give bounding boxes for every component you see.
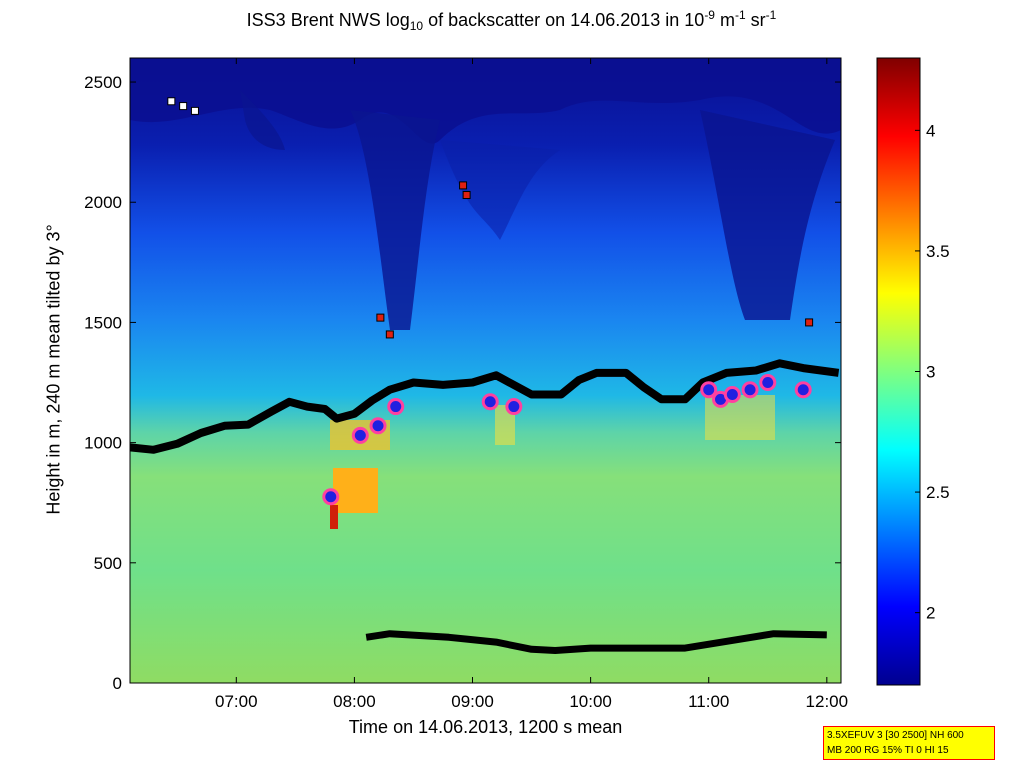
cloud-base-marker-0	[322, 488, 340, 506]
colorbar-axis: 2 2.5 3 3.5 4	[915, 121, 950, 623]
x-tick-label-2: 09:00	[451, 692, 494, 711]
high-marker-0	[167, 97, 176, 106]
info-line-2: MB 200 RG 15% TI 0 HI 15	[827, 745, 949, 756]
settings-info-box: 3.5XEFUV 3 [30 2500] NH 600 MB 200 RG 15…	[823, 726, 995, 760]
high-marker-5	[376, 313, 385, 322]
cloud-base-marker-2	[369, 417, 387, 435]
info-line-1: 3.5XEFUV 3 [30 2500] NH 600	[827, 730, 964, 741]
y-tick-label-5: 2500	[84, 73, 122, 92]
warm-streak-0910	[495, 405, 515, 445]
colorbar-tick-label-2: 3	[926, 363, 935, 382]
cloud-base-marker-5	[505, 398, 523, 416]
chart-title: ISS3 Brent NWS log10 of backscatter on 1…	[246, 8, 777, 33]
x-tick-label-3: 10:00	[569, 692, 612, 711]
cloud-base-marker-6	[700, 381, 718, 399]
colorbar	[876, 57, 921, 686]
layer-lines	[129, 359, 840, 654]
x-axis-label: Time on 14.06.2013, 1200 s mean	[348, 717, 623, 737]
x-tick-label-5: 12:00	[806, 692, 849, 711]
x-axis: 07:00 08:00 09:00 10:00 11:00 12:00	[215, 58, 848, 711]
boundary-layer-top-line	[129, 359, 840, 454]
y-axis: 0 500 1000 1500 2000 2500	[84, 73, 841, 693]
y-tick-label-1: 500	[94, 554, 122, 573]
cloud-base-marker-11	[794, 381, 812, 399]
dark-patch-0700	[240, 90, 285, 150]
cloud-base-marker-1	[351, 426, 369, 444]
high-marker-4	[459, 181, 468, 190]
cloud-base-marker-4	[481, 393, 499, 411]
low-layer-line	[365, 630, 827, 654]
dry-plume-0900	[440, 140, 560, 240]
high-marker-6	[385, 330, 394, 339]
y-tick-label-3: 1500	[84, 313, 122, 332]
x-tick-label-4: 11:00	[688, 692, 729, 711]
cloud-block-0800	[333, 468, 378, 513]
cloud-base-marker-8	[723, 386, 741, 404]
y-tick-label-4: 2000	[84, 193, 122, 212]
dry-plume-1130	[700, 110, 835, 320]
cloud-base-marker-9	[741, 381, 759, 399]
cloud-block-red	[330, 505, 338, 529]
high-marker-3	[462, 191, 471, 200]
high-marker-1	[179, 102, 188, 111]
x-tick-label-0: 07:00	[215, 692, 258, 711]
cloud-base-marker-3	[387, 398, 405, 416]
cloud-base-marker-10	[759, 374, 777, 392]
plot-frame	[129, 57, 842, 684]
high-marker-2	[190, 106, 199, 115]
x-tick-label-1: 08:00	[333, 692, 376, 711]
colorbar-tick-label-3: 3.5	[926, 242, 950, 261]
colorbar-tick-label-4: 4	[926, 121, 935, 140]
y-tick-label-0: 0	[113, 674, 122, 693]
markers	[167, 97, 814, 506]
y-axis-label: Height in m, 240 m mean tilted by 3°	[43, 224, 64, 515]
colorbar-tick-label-1: 2.5	[926, 483, 950, 502]
dry-plume-0800	[350, 110, 440, 330]
high-marker-7	[805, 318, 814, 327]
y-tick-label-2: 1000	[84, 434, 122, 453]
dense-aerosol-top	[130, 58, 841, 144]
colorbar-tick-label-0: 2	[926, 604, 935, 623]
